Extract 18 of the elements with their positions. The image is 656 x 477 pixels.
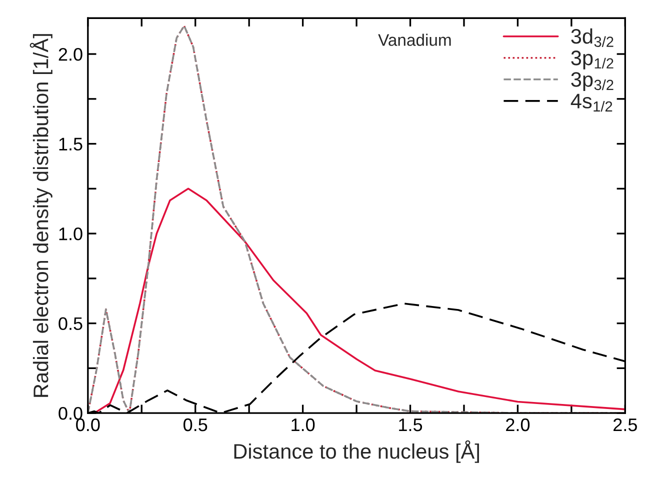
x-tick-label: 0.0 (76, 418, 100, 432)
x-tick-label: 1.5 (399, 418, 422, 432)
y-tick-label: 2.0 (58, 48, 82, 61)
y-tick-label: 0.0 (58, 407, 82, 420)
y-tick-label: 0.5 (58, 317, 82, 330)
y-tick-label: 1.5 (59, 138, 82, 151)
y-tick-label: 1.0 (59, 227, 82, 240)
legend-label: 3p$_{1/2}$ (571, 50, 614, 70)
x-tick-label: 0.5 (184, 418, 208, 432)
y-axis-title: Radial electron density distribution [1/Å] (30, 34, 52, 397)
legend-label: 3p$_{3/2}$ (571, 72, 614, 91)
legend-label: 3d$_{3/2}$ (571, 28, 614, 47)
x-tick-label: 2.0 (506, 418, 530, 432)
x-axis-title: Distance to the nucleus [Å] (234, 440, 479, 463)
legend-label: 4s$_{1/2}$ (570, 94, 612, 112)
annotation: Vanadium (378, 34, 451, 46)
x-tick-label: 2.5 (614, 418, 637, 432)
x-tick-label: 1.0 (292, 418, 315, 432)
